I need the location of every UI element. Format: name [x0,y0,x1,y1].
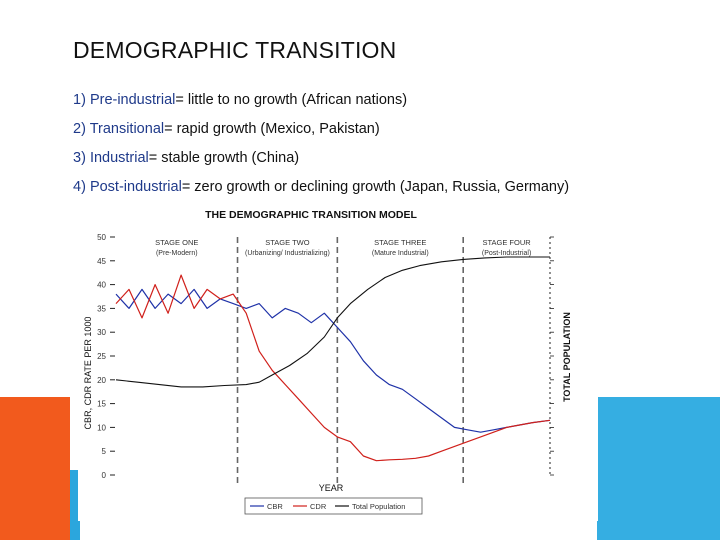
chart-title: THE DEMOGRAPHIC TRANSITION MODEL [205,209,417,221]
y-axis-label: CBR, CDR RATE PER 1000 [83,317,93,430]
legend: CBR CDR Total Population [244,497,423,515]
bullet-item: 1) Pre-industrial= little to no growth (… [73,92,569,121]
y-axis: 0 5 10 15 20 25 30 35 40 45 50 [97,233,554,480]
bullet-number: 4) [73,179,86,195]
bullet-text: = rapid growth (Mexico, Pakistan) [164,121,380,137]
legend-box [244,497,423,515]
y-tick-label: 35 [97,304,106,313]
stage-group: STAGE ONE (Pre-Modern) STAGE TWO (Urbanizin… [155,237,531,483]
series-line-cdr [115,274,551,462]
x-axis-label: YEAR [319,483,344,493]
bullet-text: = zero growth or declining growth (Japan… [181,179,570,195]
stage-name-label: STAGE THREE [374,238,426,247]
stage-sub-label: (Pre-Modern) [156,250,198,257]
bullet-term: Transitional [89,121,165,137]
legend-label-cbr: CBR [267,502,283,511]
bullet-term: Post-industrial [89,179,182,195]
bullet-item: 3) Industrial= stable growth (China) [73,150,569,179]
slide-title: DEMOGRAPHIC TRANSITION [73,37,397,63]
chart-svg: THE DEMOGRAPHIC TRANSITION MODEL 0 5 10 15 2… [78,205,598,521]
stage-name-label: STAGE ONE [155,238,198,247]
y-tick-label: 40 [97,281,106,290]
demographic-transition-chart: THE DEMOGRAPHIC TRANSITION MODEL 0 5 10 15 2… [78,205,598,521]
stage-sub-label: (Urbanizing/ Industrializing) [245,250,330,257]
series-line-total-population [115,256,550,388]
series-group [115,256,551,462]
bullet-item: 2) Transitional= rapid growth (Mexico, P… [73,121,569,150]
stage-sub-label: (Post-Industrial) [482,250,531,257]
decor-orange-block [0,397,70,540]
stage-name-label: STAGE FOUR [482,238,531,247]
decor-blue-strip [70,470,80,540]
y-tick-label: 15 [97,400,106,409]
bullet-text: = stable growth (China) [148,150,300,166]
bullet-number: 2) [73,121,86,137]
bullet-text: = little to no growth (African nations) [175,92,408,108]
y-tick-label: 45 [97,257,106,266]
y-tick-label: 25 [97,352,106,361]
bullet-item: 4) Post-industrial= zero growth or decli… [73,179,569,208]
series-line-cbr [115,288,551,433]
legend-label-population: Total Population [352,502,405,511]
y-tick-label: 50 [97,233,106,242]
legend-label-cdr: CDR [310,502,327,511]
bullet-list: 1) Pre-industrial= little to no growth (… [73,92,569,208]
bullet-term: Pre-industrial [89,92,176,108]
y-tick-label: 0 [102,471,107,480]
y-tick-label: 10 [97,423,106,432]
y2-axis-label: TOTAL POPULATION [562,312,572,402]
stage-name-label: STAGE TWO [265,238,309,247]
bullet-number: 3) [73,150,86,166]
decor-blue-block [597,397,720,540]
y-tick-label: 20 [97,376,106,385]
bullet-number: 1) [73,92,86,108]
stage-sub-label: (Mature Industrial) [372,250,429,257]
bullet-term: Industrial [89,150,149,166]
y-tick-label: 5 [102,447,107,456]
y-tick-label: 30 [97,328,106,337]
